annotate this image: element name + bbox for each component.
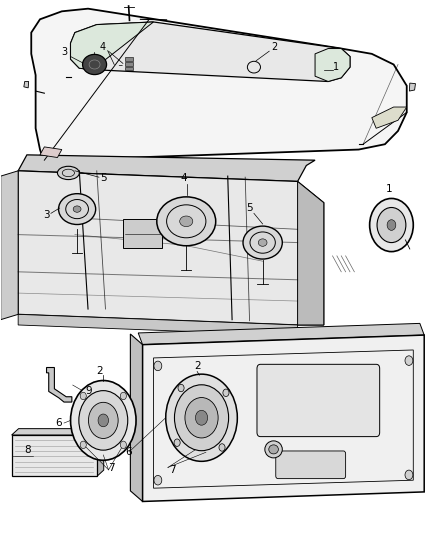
Polygon shape xyxy=(97,429,104,477)
Text: 7: 7 xyxy=(169,465,175,474)
Polygon shape xyxy=(372,107,407,128)
Text: 4: 4 xyxy=(180,173,187,182)
Ellipse shape xyxy=(57,166,79,180)
Circle shape xyxy=(80,392,86,400)
Text: 9: 9 xyxy=(86,386,92,397)
FancyBboxPatch shape xyxy=(123,219,162,248)
Circle shape xyxy=(405,356,413,366)
Circle shape xyxy=(120,441,127,449)
Ellipse shape xyxy=(157,197,216,246)
FancyBboxPatch shape xyxy=(125,62,133,66)
Circle shape xyxy=(195,410,208,425)
Text: 1: 1 xyxy=(386,184,392,194)
Ellipse shape xyxy=(82,54,106,75)
Circle shape xyxy=(174,385,229,451)
Polygon shape xyxy=(297,181,324,325)
Circle shape xyxy=(178,384,184,392)
Circle shape xyxy=(387,220,396,230)
Circle shape xyxy=(80,441,86,449)
FancyBboxPatch shape xyxy=(276,451,346,479)
FancyBboxPatch shape xyxy=(257,365,380,437)
Circle shape xyxy=(98,414,109,427)
Ellipse shape xyxy=(265,441,283,458)
Polygon shape xyxy=(24,82,28,88)
Polygon shape xyxy=(31,9,407,163)
Polygon shape xyxy=(18,314,297,336)
Circle shape xyxy=(120,392,127,400)
Circle shape xyxy=(174,439,180,447)
Circle shape xyxy=(185,398,218,438)
Text: 4: 4 xyxy=(99,42,106,52)
Polygon shape xyxy=(18,171,324,325)
Text: 8: 8 xyxy=(24,445,30,455)
FancyBboxPatch shape xyxy=(125,67,133,70)
Polygon shape xyxy=(1,171,18,320)
Circle shape xyxy=(405,470,413,480)
Circle shape xyxy=(377,207,406,243)
Polygon shape xyxy=(131,334,143,502)
Text: 7: 7 xyxy=(108,463,114,473)
Circle shape xyxy=(219,444,225,451)
Circle shape xyxy=(223,389,229,397)
Ellipse shape xyxy=(59,193,95,224)
Ellipse shape xyxy=(180,216,193,227)
Text: 5: 5 xyxy=(100,173,107,183)
Text: 2: 2 xyxy=(194,361,201,371)
Circle shape xyxy=(370,198,413,252)
Circle shape xyxy=(166,374,237,462)
Text: 1: 1 xyxy=(333,62,339,72)
Ellipse shape xyxy=(258,239,267,246)
Text: 6: 6 xyxy=(125,447,132,456)
Text: 3: 3 xyxy=(43,210,50,220)
Circle shape xyxy=(71,381,136,461)
Ellipse shape xyxy=(243,226,283,259)
Polygon shape xyxy=(410,83,416,91)
Ellipse shape xyxy=(73,206,81,212)
Text: 2: 2 xyxy=(272,42,278,52)
Polygon shape xyxy=(40,147,62,158)
Circle shape xyxy=(88,402,118,439)
Text: 5: 5 xyxy=(246,203,253,213)
Polygon shape xyxy=(71,22,153,70)
Polygon shape xyxy=(143,335,424,502)
Text: 3: 3 xyxy=(61,47,67,57)
Circle shape xyxy=(154,361,162,370)
Text: 6: 6 xyxy=(55,418,62,427)
Circle shape xyxy=(79,391,128,450)
FancyBboxPatch shape xyxy=(125,57,133,61)
FancyBboxPatch shape xyxy=(12,435,97,477)
Polygon shape xyxy=(71,22,350,82)
Polygon shape xyxy=(18,155,315,181)
Polygon shape xyxy=(138,324,424,345)
Text: 2: 2 xyxy=(97,366,103,376)
Polygon shape xyxy=(46,368,72,402)
Polygon shape xyxy=(12,429,104,435)
Circle shape xyxy=(154,475,162,485)
Polygon shape xyxy=(315,49,350,82)
Ellipse shape xyxy=(269,445,279,454)
